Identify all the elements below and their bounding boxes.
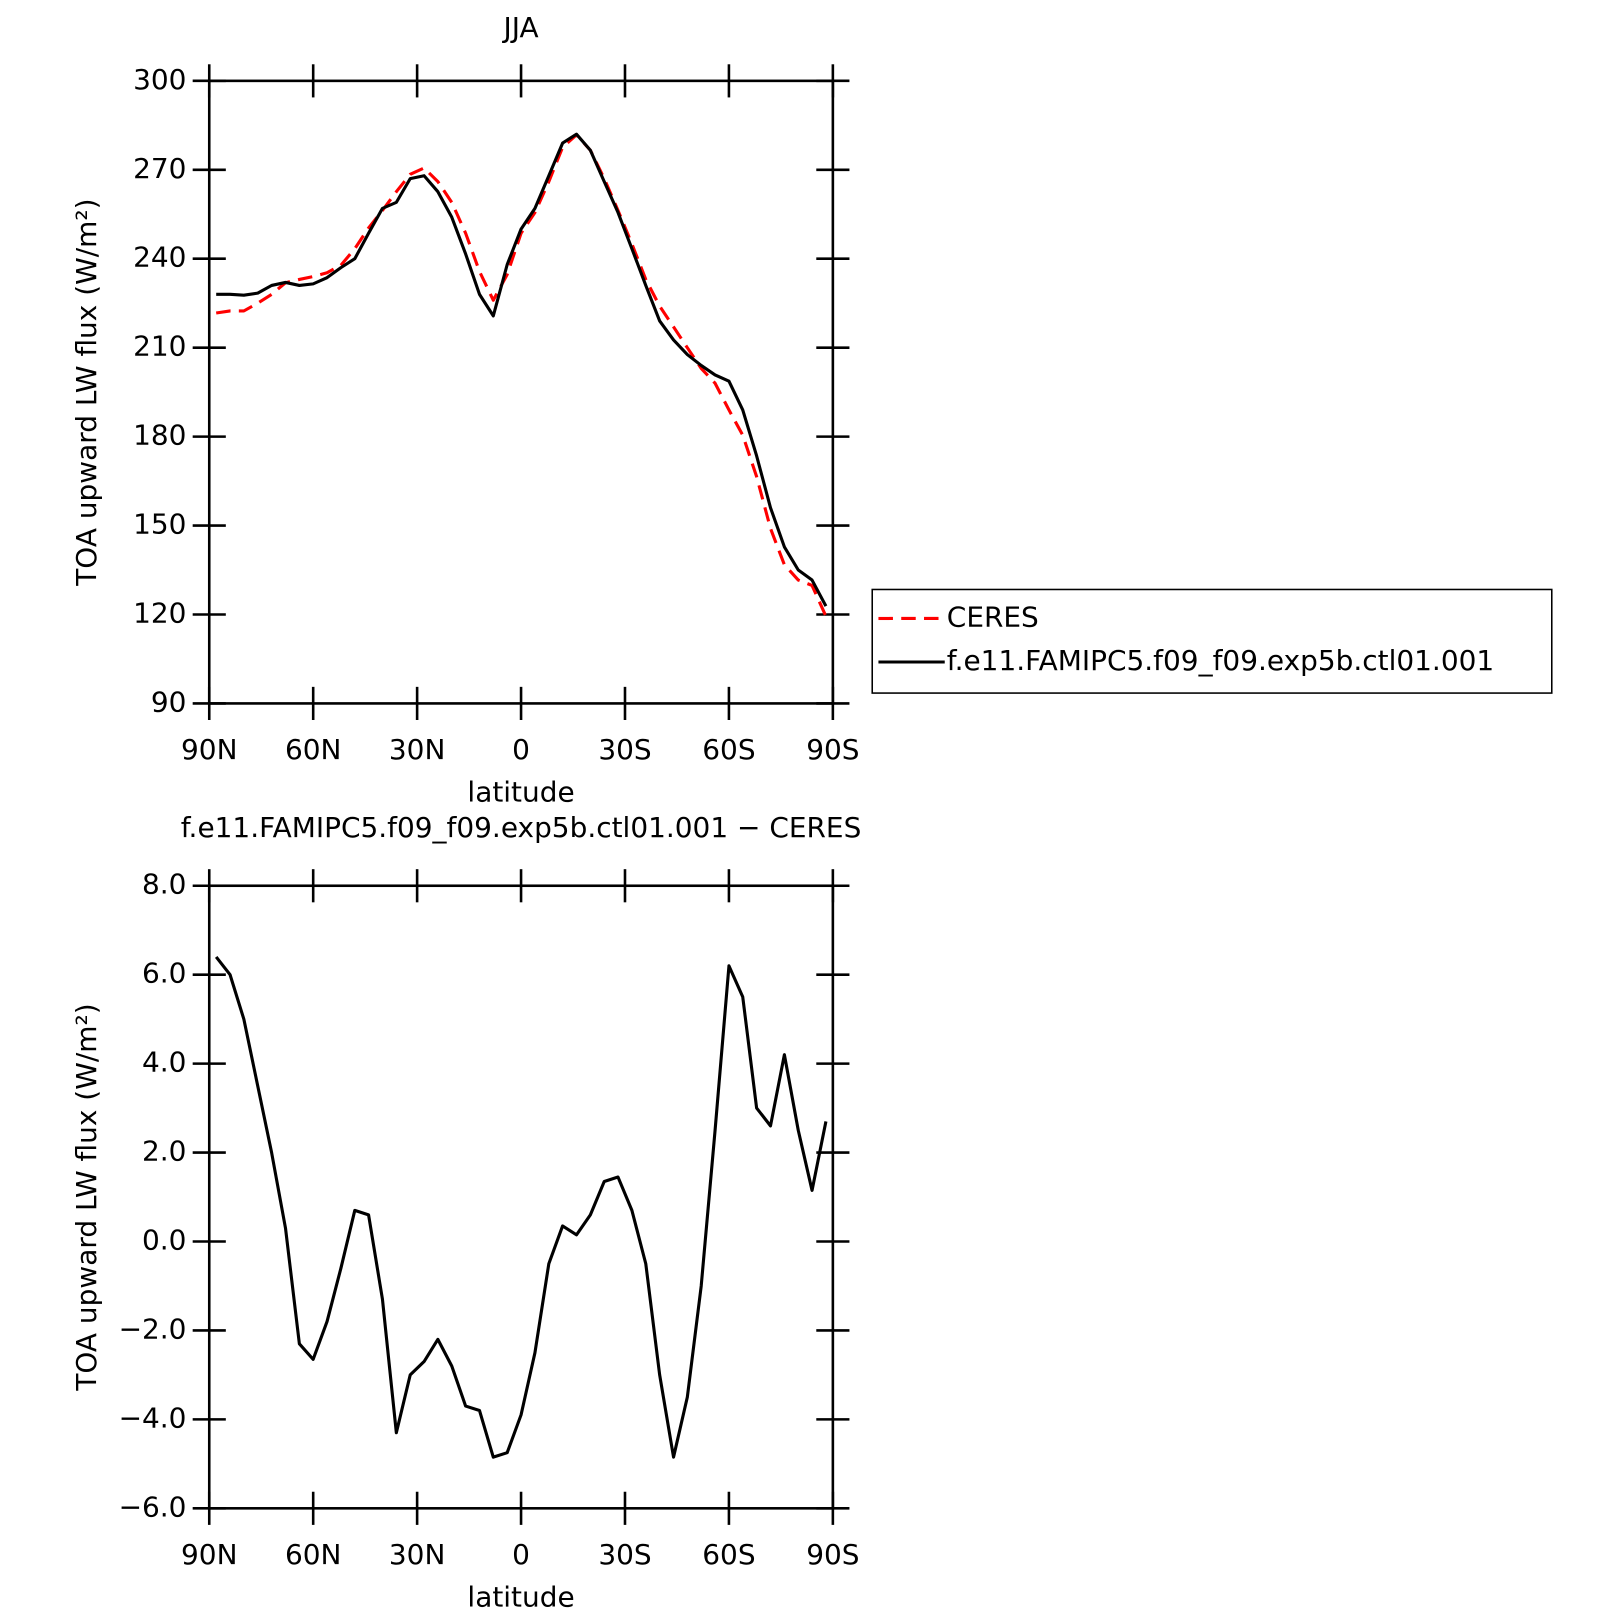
y-tick-label: 2.0 bbox=[142, 1135, 186, 1168]
legend-label: CERES bbox=[947, 600, 1039, 633]
x-tick-label: 90S bbox=[806, 1538, 859, 1571]
x-tick-label: 0 bbox=[512, 733, 530, 766]
y-tick-label: −4.0 bbox=[119, 1401, 187, 1434]
legend-label: f.e11.FAMIPC5.f09_f09.exp5b.ctl01.001 bbox=[947, 644, 1494, 677]
plot-frame bbox=[207, 884, 835, 1510]
plot-frame bbox=[207, 79, 835, 705]
data-line bbox=[215, 133, 828, 617]
y-tick-label: 90 bbox=[151, 685, 187, 718]
y-tick-label: 300 bbox=[133, 63, 186, 96]
x-tick-label: 0 bbox=[512, 1538, 530, 1571]
chart-title: JJA bbox=[501, 11, 538, 44]
x-tick-label: 60N bbox=[285, 733, 341, 766]
y-tick-label: 210 bbox=[133, 330, 186, 363]
y-tick-label: 4.0 bbox=[142, 1046, 186, 1079]
x-tick-label: 30N bbox=[389, 1538, 445, 1571]
y-tick-label: −6.0 bbox=[119, 1490, 187, 1523]
x-tick-label: 90N bbox=[181, 1538, 237, 1571]
x-tick-label: 30N bbox=[389, 733, 445, 766]
x-tick-label: 90N bbox=[181, 733, 237, 766]
x-tick-label: 90S bbox=[806, 733, 859, 766]
y-tick-label: 0.0 bbox=[142, 1224, 186, 1257]
y-axis-label: TOA upward LW flux (W/m²) bbox=[70, 1003, 103, 1391]
y-tick-label: 240 bbox=[133, 241, 186, 274]
y-tick-label: 8.0 bbox=[142, 868, 186, 901]
y-tick-label: 6.0 bbox=[142, 957, 186, 990]
data-line bbox=[216, 132, 828, 607]
x-axis-label: latitude bbox=[467, 776, 574, 809]
y-axis-label: TOA upward LW flux (W/m²) bbox=[70, 199, 103, 587]
y-tick-label: 270 bbox=[133, 152, 186, 185]
y-tick-label: 150 bbox=[133, 508, 186, 541]
y-tick-label: −2.0 bbox=[119, 1312, 187, 1345]
x-tick-label: 30S bbox=[598, 733, 651, 766]
x-axis-label: latitude bbox=[467, 1580, 574, 1613]
x-tick-label: 60S bbox=[702, 1538, 755, 1571]
x-tick-label: 60N bbox=[285, 1538, 341, 1571]
y-tick-label: 120 bbox=[133, 596, 186, 629]
chart-title: f.e11.FAMIPC5.f09_f09.exp5b.ctl01.001 − … bbox=[181, 811, 862, 844]
data-line bbox=[214, 955, 828, 1459]
y-tick-label: 180 bbox=[133, 419, 186, 452]
x-tick-label: 30S bbox=[598, 1538, 651, 1571]
legend-box bbox=[871, 588, 1553, 694]
x-tick-label: 60S bbox=[702, 733, 755, 766]
